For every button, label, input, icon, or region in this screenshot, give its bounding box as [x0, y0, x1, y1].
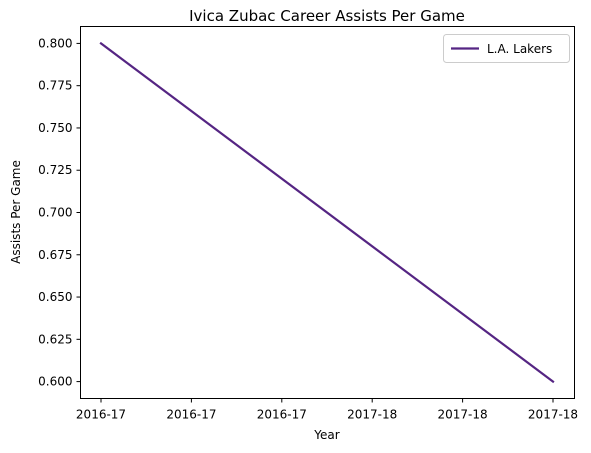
- chart-title: Ivica Zubac Career Assists Per Game: [189, 7, 465, 25]
- x-tick-label: 2017-18: [528, 408, 578, 422]
- y-tick-label: 0.725: [38, 163, 72, 177]
- y-axis-ticks: 0.600 0.625 0.650 0.675 0.700 0.725 0.750 0.775…: [38, 36, 80, 388]
- y-tick-label: 0.650: [38, 290, 72, 304]
- y-tick-label: 0.750: [38, 121, 72, 135]
- x-tick-label: 2017-18: [347, 408, 397, 422]
- legend-label-la-lakers: L.A. Lakers: [487, 42, 552, 56]
- y-tick-label: 0.625: [38, 332, 72, 346]
- x-tick-label: 2016-17: [76, 408, 126, 422]
- x-axis-ticks: 2016-17 2016-17 2016-17 2017-18 2017-18 2017-…: [76, 399, 578, 422]
- legend: L.A. Lakers: [444, 35, 570, 63]
- y-tick-label: 0.800: [38, 36, 72, 50]
- x-tick-label: 2016-17: [257, 408, 307, 422]
- x-tick-label: 2016-17: [166, 408, 216, 422]
- y-tick-label: 0.600: [38, 375, 72, 389]
- y-axis-label: Assists Per Game: [9, 160, 23, 264]
- x-axis-label: Year: [313, 428, 339, 442]
- y-tick-label: 0.775: [38, 79, 72, 93]
- y-tick-label: 0.675: [38, 248, 72, 262]
- y-tick-label: 0.700: [38, 206, 72, 220]
- x-tick-label: 2017-18: [438, 408, 488, 422]
